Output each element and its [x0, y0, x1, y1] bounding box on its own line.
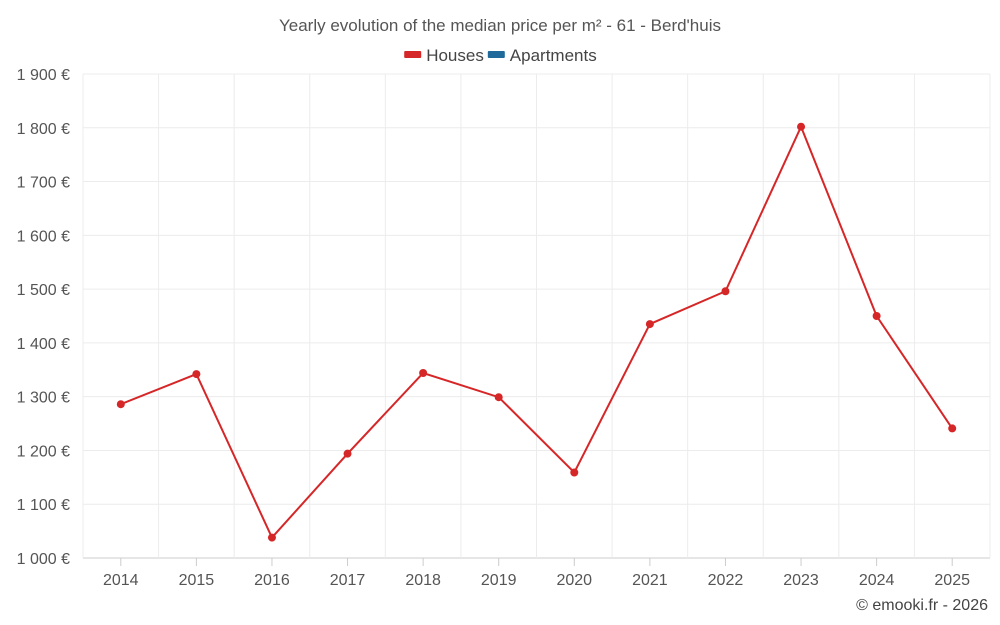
y-tick-label: 1 100 €	[17, 497, 70, 514]
data-point[interactable]	[267, 533, 276, 542]
grid	[82, 73, 991, 559]
data-point[interactable]	[192, 370, 201, 379]
legend: Houses Apartments	[404, 46, 597, 65]
chart-title: Yearly evolution of the median price per…	[279, 16, 721, 35]
data-point[interactable]	[645, 320, 654, 329]
data-point[interactable]	[116, 400, 125, 409]
y-tick-label: 1 200 €	[17, 443, 70, 460]
x-tick-label: 2023	[783, 572, 819, 589]
series-group	[116, 122, 957, 542]
legend-label-apartments[interactable]: Apartments	[510, 46, 597, 65]
x-tick-label: 2014	[103, 572, 139, 589]
y-tick-label: 1 900 €	[17, 67, 70, 84]
x-tick-label: 2025	[934, 572, 970, 589]
y-tick-label: 1 700 €	[17, 175, 70, 192]
data-point[interactable]	[343, 449, 352, 458]
legend-swatch-apartments[interactable]	[487, 51, 505, 58]
y-tick-label: 1 300 €	[17, 390, 70, 407]
data-point[interactable]	[419, 369, 428, 378]
x-tick-label: 2017	[330, 572, 366, 589]
legend-swatch-houses[interactable]	[404, 51, 422, 58]
data-point[interactable]	[721, 287, 730, 296]
data-point[interactable]	[872, 312, 881, 320]
x-tick-label: 2019	[481, 572, 517, 589]
x-tick-label: 2021	[632, 572, 668, 589]
legend-label-houses[interactable]: Houses	[426, 46, 484, 65]
x-tick-label: 2016	[254, 572, 290, 589]
data-point[interactable]	[570, 468, 579, 477]
y-tick-label: 1 000 €	[17, 551, 70, 568]
x-tick-label: 2015	[179, 572, 215, 589]
series-line-houses	[120, 124, 954, 540]
y-tick-label: 1 600 €	[17, 228, 70, 245]
data-point[interactable]	[948, 424, 957, 433]
y-tick-label: 1 800 €	[17, 121, 70, 138]
y-tick-label: 1 500 €	[17, 282, 70, 299]
credit-text: © emooki.fr - 2026	[856, 597, 988, 614]
y-tick-label: 1 400 €	[17, 336, 70, 353]
data-point[interactable]	[797, 122, 806, 131]
x-tick-label: 2022	[708, 572, 744, 589]
x-tick-label: 2018	[405, 572, 441, 589]
x-tick-label: 2024	[859, 572, 895, 589]
x-tick-label: 2020	[556, 572, 592, 589]
data-point[interactable]	[494, 393, 503, 402]
x-axis-ticks: 2014 2015 2016 2017 2018 2019 2020 2021 2022 2023…	[103, 558, 970, 589]
y-axis-ticks: 1 000 € 1 100 € 1 200 € 1 300 € 1 400 € 1 500…	[17, 67, 70, 568]
